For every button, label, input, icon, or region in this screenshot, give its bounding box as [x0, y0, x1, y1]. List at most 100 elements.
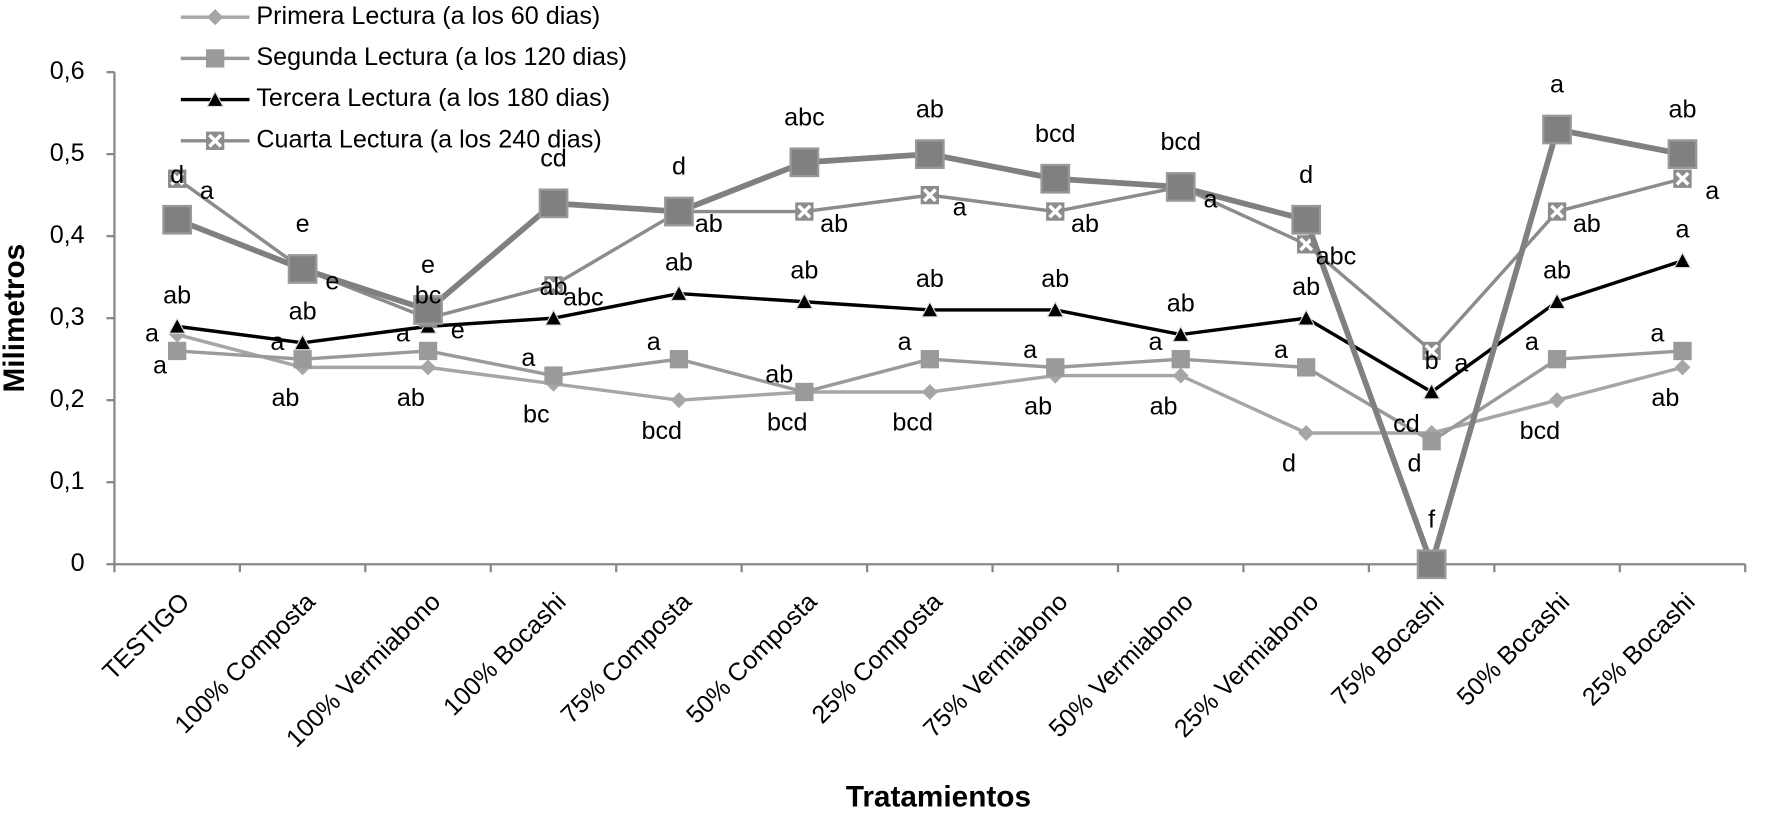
- legend-marker: [207, 9, 224, 26]
- significance-letter: bcd: [1035, 120, 1076, 148]
- significance-letter: e: [421, 251, 435, 279]
- significance-letter: a: [270, 328, 284, 356]
- marker: [795, 382, 814, 402]
- significance-letter: bcd: [892, 409, 933, 437]
- marker: [914, 139, 945, 170]
- marker: [920, 185, 939, 205]
- significance-letter: bcd: [1160, 128, 1201, 156]
- significance-letter: a: [396, 320, 410, 348]
- x-tick-label: 75% Composta: [556, 588, 697, 729]
- significance-letter: a: [1023, 336, 1037, 364]
- marker: [1291, 204, 1322, 235]
- marker: [293, 333, 312, 351]
- significance-letter: bcd: [1520, 417, 1561, 445]
- significance-letter: a: [1705, 177, 1719, 205]
- legend-label: Tercera Lectura (a los 180 dias): [256, 84, 610, 112]
- marker: [293, 350, 312, 369]
- significance-letter: a: [1650, 320, 1664, 348]
- significance-letter: ab: [820, 210, 848, 238]
- significance-letter: ab: [271, 384, 299, 412]
- x-tick-label: 25% Bocashi: [1577, 588, 1701, 712]
- significance-letter: ab: [1024, 392, 1052, 420]
- marker: [1542, 114, 1572, 145]
- marker: [1422, 382, 1441, 400]
- x-tick-label: 50% Bocashi: [1452, 588, 1576, 712]
- marker: [1297, 358, 1316, 377]
- legend-marker: [205, 49, 225, 68]
- marker: [413, 295, 443, 325]
- significance-letter: d: [672, 153, 686, 181]
- marker: [795, 292, 814, 310]
- significance-letter: b: [1425, 347, 1439, 375]
- y-tick-label: 0,4: [50, 221, 85, 249]
- significance-letter: ab: [790, 257, 818, 285]
- significance-letter: bcd: [641, 417, 682, 445]
- x-tick-label: 100% Bocashi: [438, 588, 572, 722]
- significance-letter: a: [1274, 336, 1288, 364]
- marker-cross: [1048, 204, 1063, 219]
- significance-letter: ab: [163, 281, 191, 309]
- marker-cross: [1675, 171, 1690, 186]
- x-tick-label: 50% Composta: [681, 588, 822, 729]
- significance-letter: abc: [1316, 243, 1357, 271]
- significance-letter: abc: [784, 104, 825, 132]
- marker: [1046, 300, 1065, 318]
- significance-letter: e: [296, 210, 310, 238]
- marker: [1673, 169, 1692, 188]
- significance-letter: a: [1203, 185, 1217, 213]
- significance-letter: a: [1550, 71, 1564, 99]
- y-tick-label: 0,2: [50, 385, 85, 413]
- legend-marker: [205, 131, 225, 150]
- significance-letter: a: [647, 328, 661, 356]
- marker-cross: [170, 171, 185, 186]
- marker: [669, 350, 689, 369]
- marker: [795, 202, 814, 221]
- significance-letter: ab: [1167, 289, 1195, 317]
- significance-letter: ab: [1071, 210, 1099, 238]
- marker: [544, 276, 563, 295]
- significance-letter: a: [145, 320, 159, 348]
- significance-letter: bc: [415, 281, 442, 309]
- significance-letter: a: [200, 177, 214, 205]
- marker: [1416, 549, 1447, 580]
- marker: [1547, 202, 1567, 221]
- significance-letter: bc: [523, 400, 550, 428]
- y-axis-title: Milimetros: [0, 244, 31, 393]
- significance-letter: a: [898, 328, 912, 356]
- significance-letter: ab: [1292, 273, 1320, 301]
- marker: [1046, 358, 1065, 377]
- y-tick-label: 0,1: [50, 467, 85, 495]
- marker: [921, 383, 938, 400]
- significance-letter: bcd: [767, 409, 808, 437]
- marker-cross: [797, 204, 812, 219]
- marker: [1673, 341, 1692, 361]
- x-tick-label: 75% Bocashi: [1326, 588, 1450, 712]
- significance-letter: d: [1299, 161, 1313, 189]
- significance-letter: ab: [916, 265, 944, 293]
- significance-letter: ab: [1041, 265, 1069, 293]
- significance-letter: ab: [1543, 257, 1571, 285]
- marker: [1548, 292, 1567, 310]
- marker: [287, 254, 318, 284]
- significance-letter: a: [953, 194, 967, 222]
- marker: [168, 341, 187, 361]
- significance-letter: ab: [540, 273, 568, 301]
- significance-letter: f: [1428, 505, 1436, 533]
- significance-letter: ab: [289, 298, 317, 326]
- significance-letter: a: [1525, 328, 1539, 356]
- x-tick-label: TESTIGO: [97, 588, 195, 686]
- legend-label: Primera Lectura (a los 60 dias): [256, 2, 600, 30]
- significance-letter: e: [325, 267, 339, 295]
- significance-letter: ab: [665, 248, 693, 276]
- y-tick-label: 0,6: [50, 57, 85, 85]
- marker: [1667, 139, 1698, 170]
- significance-letter: ab: [1573, 210, 1601, 238]
- y-tick-label: 0: [71, 549, 85, 577]
- marker: [1422, 432, 1441, 451]
- significance-letter: e: [451, 317, 465, 345]
- significance-letter: d: [1407, 450, 1421, 478]
- marker: [1549, 392, 1566, 409]
- significance-letter: ab: [1651, 384, 1679, 412]
- marker: [1172, 367, 1189, 384]
